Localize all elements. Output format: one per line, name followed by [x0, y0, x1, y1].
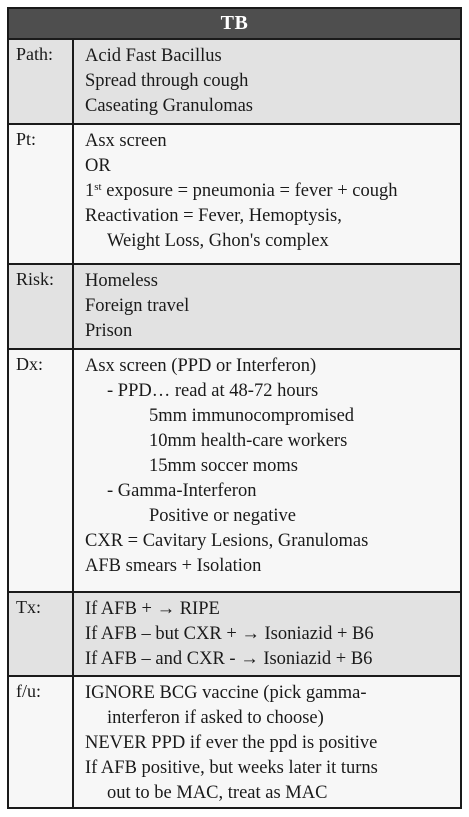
text-line: CXR = Cavitary Lesions, Granulomas	[85, 531, 369, 551]
card-title: TB	[9, 9, 460, 40]
section-path: Path: Acid Fast Bacillus Spread through …	[9, 40, 460, 125]
section-body-path: Acid Fast Bacillus Spread through cough …	[74, 40, 460, 123]
section-body-pt: Asx screen OR 1st exposure = pneumonia =…	[74, 125, 460, 263]
text-line: out to be MAC, treat as MAC	[107, 783, 328, 803]
section-label-tx: Tx:	[9, 593, 74, 675]
text-line: Acid Fast Bacillus	[85, 46, 222, 66]
section-label-dx: Dx:	[9, 350, 74, 591]
text-fragment: exposure = pneumonia = fever + cough	[101, 181, 398, 201]
section-risk: Risk: Homeless Foreign travel Prison	[9, 265, 460, 350]
section-fu: f/u: IGNORE BCG vaccine (pick gamma- int…	[9, 677, 460, 807]
text-line: If AFB – but CXR + → Isoniazid + B6	[85, 624, 374, 644]
text-line: Asx screen	[85, 131, 167, 151]
text-line: IGNORE BCG vaccine (pick gamma-	[85, 683, 367, 703]
text-line: Asx screen (PPD or Interferon)	[85, 356, 317, 376]
section-label-pt: Pt:	[9, 125, 74, 263]
text-line: - PPD… read at 48-72 hours	[107, 381, 319, 401]
text-line: OR	[85, 156, 111, 176]
text-line: If AFB positive, but weeks later it turn…	[85, 758, 378, 778]
text-line: interferon if asked to choose)	[107, 708, 324, 728]
text-line: NEVER PPD if ever the ppd is positive	[85, 733, 378, 753]
section-body-tx: If AFB + → RIPE If AFB – but CXR + → Iso…	[74, 593, 460, 675]
text-line: 1st exposure = pneumonia = fever + cough	[85, 179, 460, 204]
tb-card: TB Path: Acid Fast Bacillus Spread throu…	[7, 7, 462, 809]
text-line: AFB smears + Isolation	[85, 556, 262, 576]
text-line: If AFB + → RIPE	[85, 599, 220, 619]
section-body-fu: IGNORE BCG vaccine (pick gamma- interfer…	[74, 677, 460, 807]
section-body-dx: Asx screen (PPD or Interferon) - PPD… re…	[74, 350, 460, 591]
text-line: 5mm immunocompromised	[149, 406, 355, 426]
text-line: Positive or negative	[149, 506, 296, 526]
text-line: Spread through cough	[85, 71, 249, 91]
superscript: st	[94, 181, 102, 193]
section-body-risk: Homeless Foreign travel Prison	[74, 265, 460, 348]
text-line: 10mm health-care workers	[149, 431, 348, 451]
text-line: - Gamma-Interferon	[107, 481, 257, 501]
section-tx: Tx: If AFB + → RIPE If AFB – but CXR + →…	[9, 593, 460, 677]
section-label-path: Path:	[9, 40, 74, 123]
text-line: Reactivation = Fever, Hemoptysis,	[85, 206, 342, 226]
section-pt: Pt: Asx screen OR 1st exposure = pneumon…	[9, 125, 460, 265]
text-line: Caseating Granulomas	[85, 96, 253, 116]
text-line: Weight Loss, Ghon's complex	[107, 231, 329, 251]
section-label-fu: f/u:	[9, 677, 74, 807]
text-line: Prison	[85, 321, 133, 341]
text-line: Homeless	[85, 271, 158, 291]
section-label-risk: Risk:	[9, 265, 74, 348]
section-dx: Dx: Asx screen (PPD or Interferon) - PPD…	[9, 350, 460, 593]
text-line: 15mm soccer moms	[149, 456, 299, 476]
text-fragment: 1	[85, 181, 95, 201]
text-line: Foreign travel	[85, 296, 190, 316]
text-line: If AFB – and CXR - → Isoniazid + B6	[85, 649, 373, 669]
